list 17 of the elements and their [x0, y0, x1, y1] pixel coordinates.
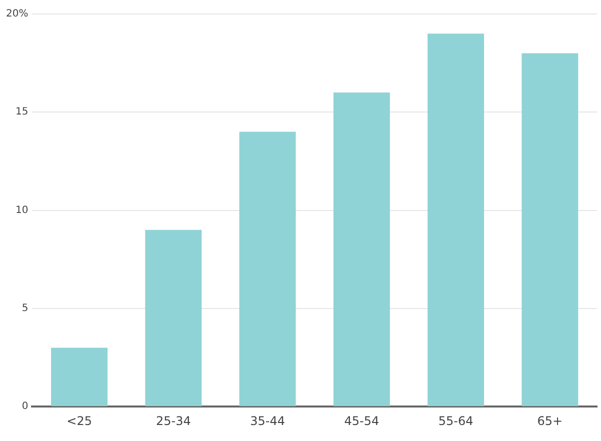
- x-tick-label: 55-64: [438, 414, 474, 428]
- x-tick-label: 35-44: [250, 414, 285, 428]
- x-tick-label: <25: [66, 414, 92, 428]
- x-tick-label: 65+: [537, 414, 563, 428]
- y-tick-label: 5: [22, 303, 28, 314]
- bar: [239, 132, 296, 406]
- x-tick-label: 45-54: [344, 414, 380, 428]
- y-tick-label: 15: [15, 106, 28, 118]
- y-tick-label: 20%: [6, 8, 28, 20]
- y-tick-label: 0: [22, 401, 28, 412]
- bar: [51, 348, 108, 406]
- y-tick-label: 10: [15, 204, 28, 216]
- bar: [333, 92, 390, 406]
- bar: [428, 34, 484, 406]
- bar: [522, 53, 578, 406]
- x-tick-label: 25-34: [156, 414, 191, 428]
- bar: [145, 230, 202, 406]
